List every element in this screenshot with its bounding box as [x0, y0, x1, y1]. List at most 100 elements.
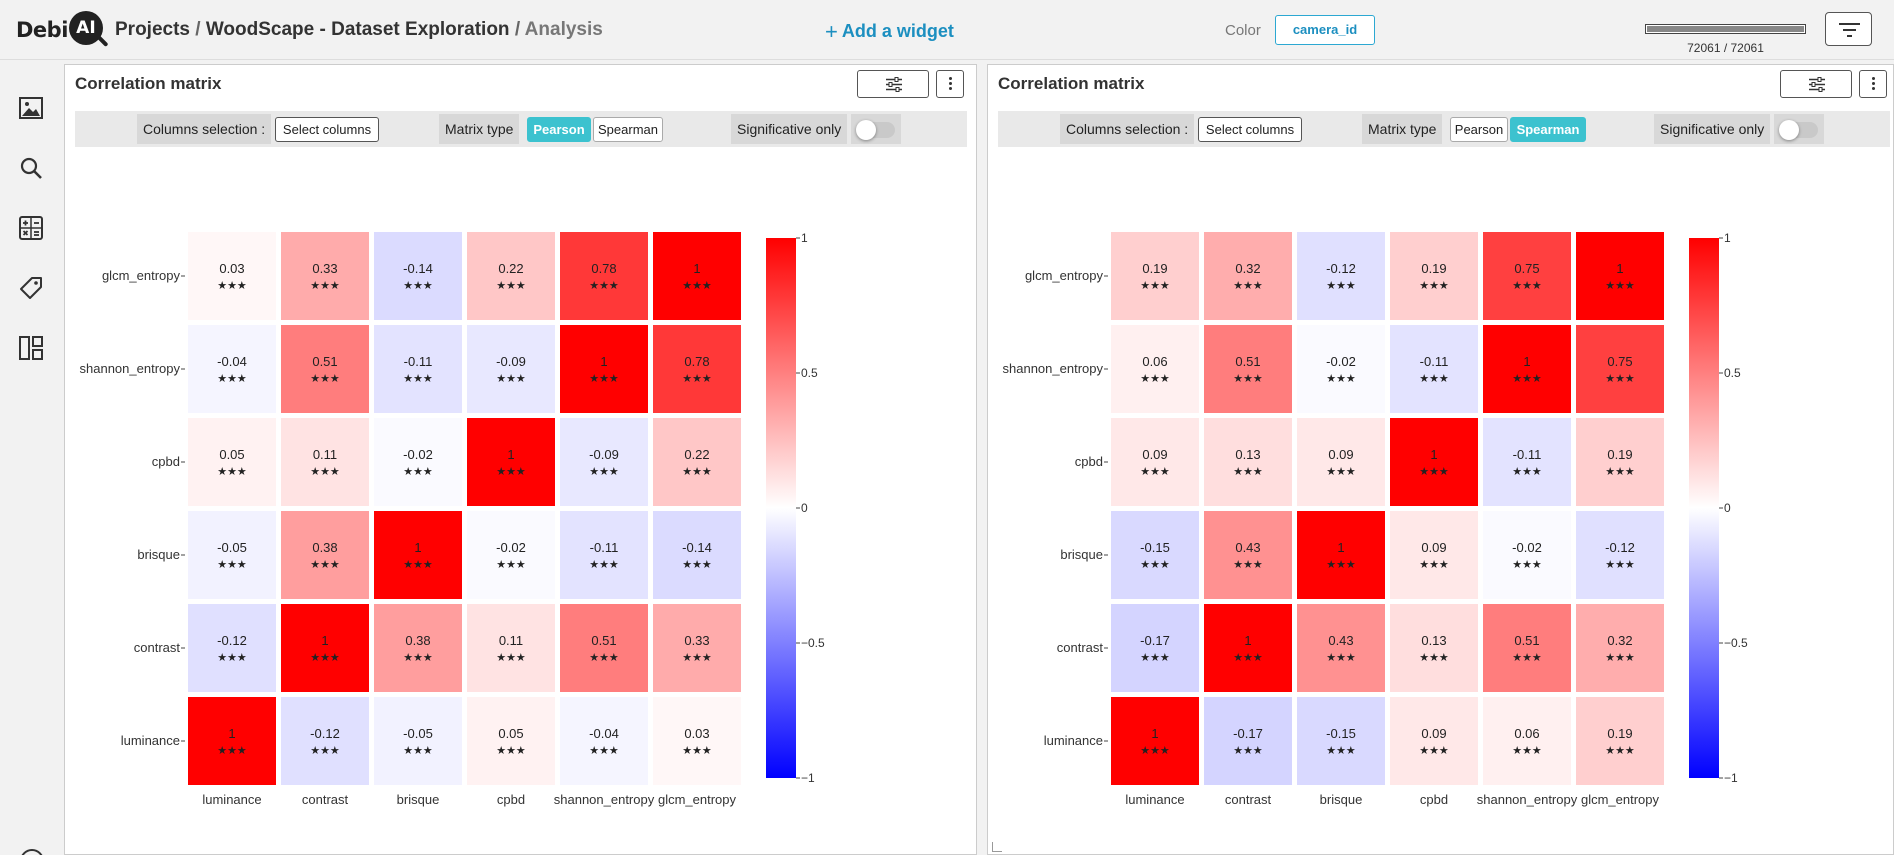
- heatmap-cell[interactable]: [1576, 604, 1664, 692]
- heatmap-cell[interactable]: [1576, 511, 1664, 599]
- add-widget-button[interactable]: + Add a widget: [825, 19, 954, 45]
- heatmap-cell[interactable]: [560, 232, 648, 320]
- heatmap-cell[interactable]: [1483, 604, 1571, 692]
- heatmap-cell[interactable]: [374, 232, 462, 320]
- heatmap-cell[interactable]: [374, 325, 462, 413]
- heatmap-cell[interactable]: [1204, 697, 1292, 785]
- heatmap-cell[interactable]: [1297, 604, 1385, 692]
- heatmap-cell[interactable]: [1483, 325, 1571, 413]
- significative-toggle[interactable]: [856, 120, 895, 140]
- heatmap-cell[interactable]: [281, 325, 369, 413]
- breadcrumb-project[interactable]: WoodScape - Dataset Exploration: [205, 19, 510, 40]
- heatmap-cell[interactable]: [1111, 697, 1199, 785]
- heatmap-cell[interactable]: [374, 604, 462, 692]
- heatmap-cell[interactable]: [467, 325, 555, 413]
- heatmap-cell[interactable]: [1483, 418, 1571, 506]
- heatmap-cell[interactable]: [1390, 418, 1478, 506]
- app-logo[interactable]: Debi AI: [16, 10, 109, 50]
- heatmap-cell[interactable]: [653, 325, 741, 413]
- heatmap-cell[interactable]: [1576, 232, 1664, 320]
- heatmap-cell[interactable]: [1111, 604, 1199, 692]
- heatmap-cell[interactable]: [467, 604, 555, 692]
- user-icon[interactable]: [20, 849, 44, 855]
- tag-icon[interactable]: [18, 275, 44, 301]
- heatmap-cell[interactable]: [188, 325, 276, 413]
- heatmap-cell[interactable]: [1576, 697, 1664, 785]
- heatmap-cell[interactable]: [1483, 232, 1571, 320]
- heatmap-cell[interactable]: [1390, 325, 1478, 413]
- layout-icon[interactable]: [18, 335, 44, 361]
- heatmap-cell[interactable]: [1483, 697, 1571, 785]
- pearson-button[interactable]: Pearson: [527, 117, 591, 142]
- heatmap-cell[interactable]: [1576, 418, 1664, 506]
- breadcrumb-projects[interactable]: Projects: [115, 19, 190, 40]
- resize-handle[interactable]: [992, 842, 1002, 852]
- heatmap-cell[interactable]: [374, 418, 462, 506]
- heatmap-cell[interactable]: [1297, 325, 1385, 413]
- heatmap-cell[interactable]: [1390, 511, 1478, 599]
- heatmap-cell[interactable]: [281, 418, 369, 506]
- heatmap-cell[interactable]: [653, 418, 741, 506]
- heatmap-cell[interactable]: [1297, 232, 1385, 320]
- heatmap-cell[interactable]: [281, 604, 369, 692]
- heatmap-cell[interactable]: [653, 232, 741, 320]
- heatmap-cell[interactable]: [1204, 232, 1292, 320]
- heatmap-cell[interactable]: [1204, 511, 1292, 599]
- heatmap-cell[interactable]: [1390, 697, 1478, 785]
- heatmap-cell[interactable]: [188, 418, 276, 506]
- widget-menu-button[interactable]: [1859, 70, 1887, 98]
- heatmap-cell[interactable]: [281, 697, 369, 785]
- heatmap-cell[interactable]: [1390, 604, 1478, 692]
- heatmap-cell[interactable]: [1111, 511, 1199, 599]
- heatmap-cell[interactable]: [1483, 511, 1571, 599]
- heatmap-cell[interactable]: [1204, 325, 1292, 413]
- heatmap-cell[interactable]: [374, 511, 462, 599]
- heatmap-cell[interactable]: [1297, 418, 1385, 506]
- heatmap-cell[interactable]: [653, 697, 741, 785]
- heatmap-cell[interactable]: [1390, 232, 1478, 320]
- widget-menu-button[interactable]: [936, 70, 964, 98]
- heatmap-cell[interactable]: [281, 511, 369, 599]
- heatmap-cell[interactable]: [188, 232, 276, 320]
- heatmap-cell[interactable]: [1297, 511, 1385, 599]
- heatmap-cell[interactable]: [281, 232, 369, 320]
- heatmap-cell[interactable]: [467, 232, 555, 320]
- calculator-icon[interactable]: [18, 215, 44, 241]
- heatmap-cell[interactable]: [560, 511, 648, 599]
- heatmap-cell[interactable]: [1111, 325, 1199, 413]
- heatmap-cell[interactable]: [560, 418, 648, 506]
- heatmap-cell[interactable]: [467, 418, 555, 506]
- heatmap-cell[interactable]: [1204, 604, 1292, 692]
- heatmap-cell[interactable]: [1576, 325, 1664, 413]
- heatmap-cell[interactable]: [188, 511, 276, 599]
- heatmap-cell[interactable]: [1297, 697, 1385, 785]
- cell-value-label: 0.43: [1235, 540, 1260, 555]
- search-icon[interactable]: [18, 155, 44, 181]
- significative-toggle[interactable]: [1779, 120, 1818, 140]
- spearman-button[interactable]: Spearman: [1510, 117, 1586, 142]
- heatmap-cell[interactable]: [1111, 232, 1199, 320]
- heatmap-cell[interactable]: [653, 511, 741, 599]
- heatmap-cell[interactable]: [653, 604, 741, 692]
- heatmap-cell[interactable]: [374, 697, 462, 785]
- color-select-button[interactable]: camera_id: [1275, 15, 1375, 45]
- heatmap-cell[interactable]: [1111, 418, 1199, 506]
- widget-settings-button[interactable]: [1780, 70, 1852, 98]
- heatmap-cell[interactable]: [467, 511, 555, 599]
- heatmap-cell[interactable]: [188, 697, 276, 785]
- heatmap-cell[interactable]: [560, 697, 648, 785]
- heatmap-cell[interactable]: [560, 604, 648, 692]
- image-icon[interactable]: [18, 95, 44, 121]
- select-columns-button[interactable]: Select columns: [1198, 117, 1302, 142]
- colorbar-tick-label: −1: [801, 771, 815, 785]
- heatmap-cell[interactable]: [560, 325, 648, 413]
- filter-button[interactable]: [1825, 12, 1872, 46]
- plus-icon: +: [825, 19, 838, 44]
- select-columns-button[interactable]: Select columns: [275, 117, 379, 142]
- heatmap-cell[interactable]: [467, 697, 555, 785]
- pearson-button[interactable]: Pearson: [1450, 117, 1508, 142]
- heatmap-cell[interactable]: [188, 604, 276, 692]
- heatmap-cell[interactable]: [1204, 418, 1292, 506]
- spearman-button[interactable]: Spearman: [593, 117, 663, 142]
- widget-settings-button[interactable]: [857, 70, 929, 98]
